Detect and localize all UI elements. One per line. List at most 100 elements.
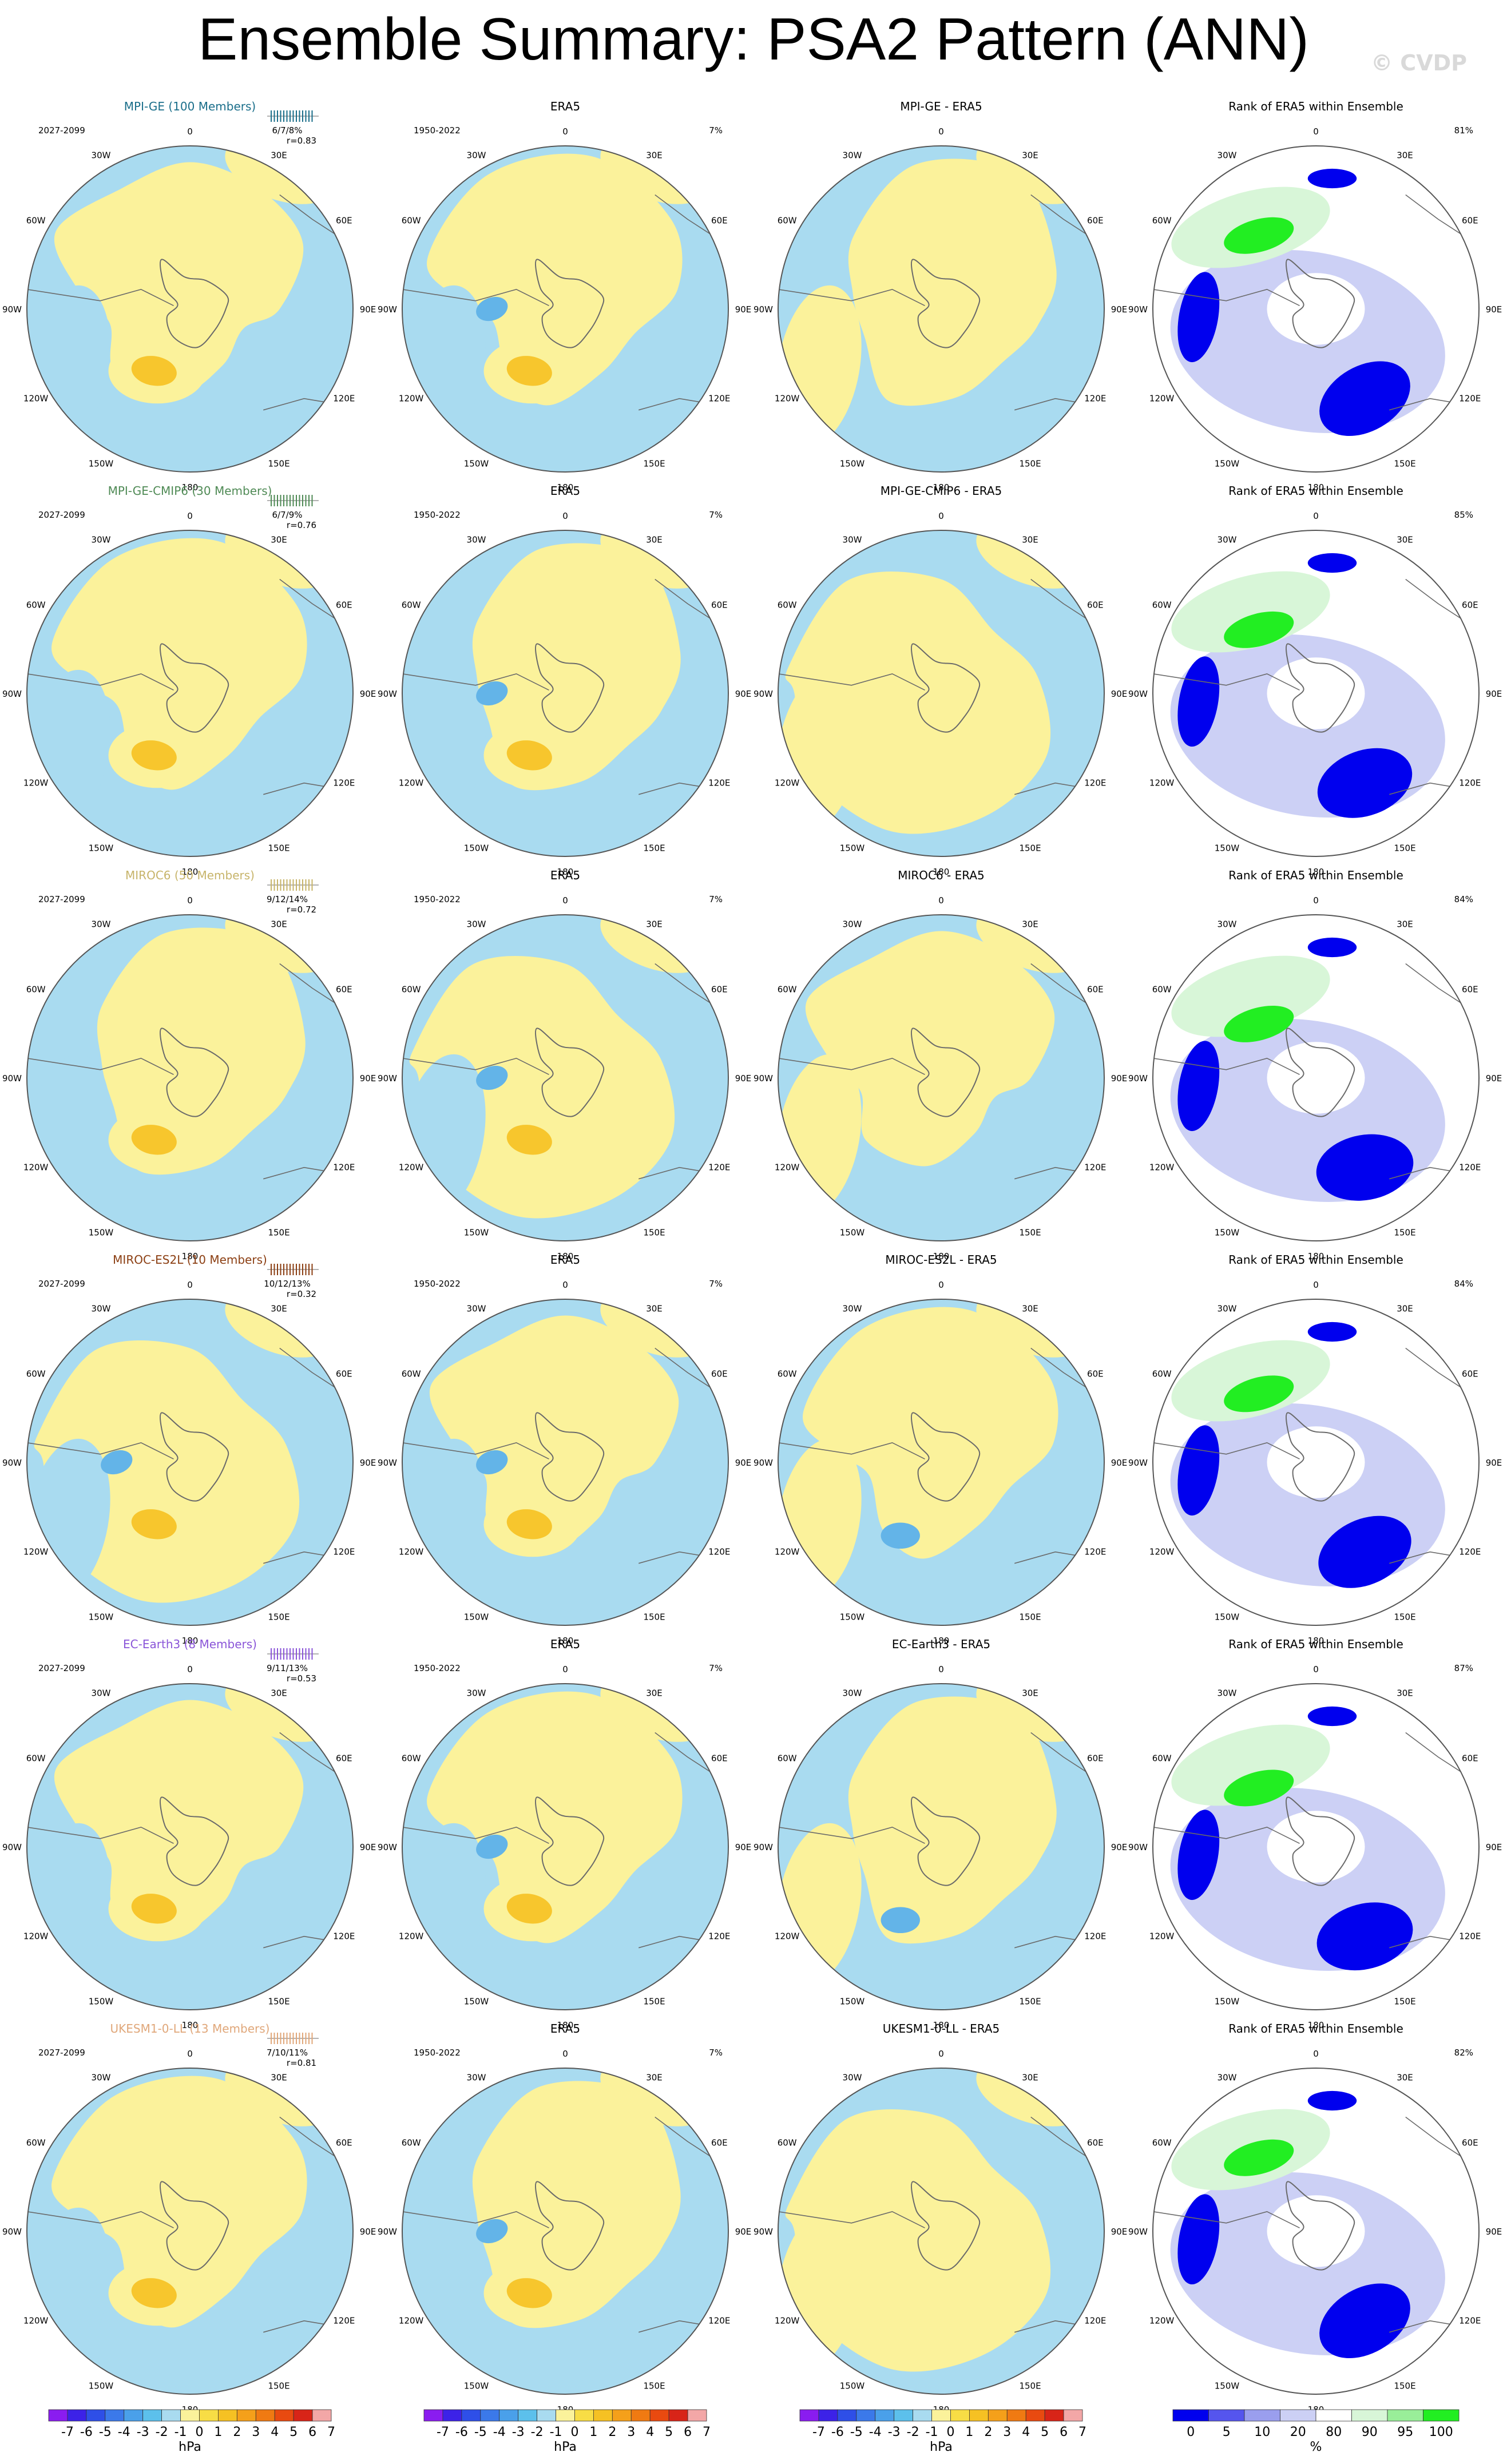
colorbar-cell <box>668 2409 688 2422</box>
lon-label: 150W <box>89 843 114 853</box>
lon-label: 120W <box>23 2316 49 2326</box>
lon-label: 90W <box>2 1073 22 1084</box>
lon-label: 150E <box>1394 1996 1415 2006</box>
lon-label: 60W <box>778 985 797 995</box>
map-panel-r4-c3: 0 30E 60E 90E 120E 150E 180 150W 120W 90W 60W 30W MI… <box>754 1253 1127 1646</box>
colorbar-unit: hPa <box>179 2440 201 2454</box>
lon-label: 150E <box>1394 1227 1415 1237</box>
lon-label: 90W <box>378 689 397 699</box>
map-border <box>778 2068 1105 2395</box>
map-panel-r5-c3: 0 30E 60E 90E 120E 150E 180 150W 120W 90W 60W 30W EC… <box>754 1637 1127 2030</box>
lon-label: 120E <box>1084 2316 1106 2326</box>
map-border <box>1152 530 1480 857</box>
lon-label: 30E <box>646 919 663 930</box>
south-america-coastline <box>1153 1057 1300 1076</box>
period-label: 2027-2099 <box>38 125 85 136</box>
lon-label: 90W <box>754 2227 773 2237</box>
map-border <box>402 530 729 857</box>
lon-label: 30E <box>1397 535 1413 545</box>
rank-center <box>1267 657 1365 729</box>
colorbar-cell <box>856 2409 876 2422</box>
map-field <box>402 915 728 1241</box>
lon-label: 120E <box>333 778 355 788</box>
lon-label: 150W <box>89 1227 114 1237</box>
colorbar-label: -5 <box>99 2425 112 2439</box>
lon-label: 90E <box>735 2227 752 2237</box>
lon-label: 180 <box>557 1636 574 1646</box>
rank-pct-label: 81% <box>1454 125 1473 136</box>
period-label: 2027-2099 <box>38 1663 85 1673</box>
lon-label: 30E <box>1397 1304 1413 1314</box>
map-panel-r2-c1: 0 30E 60E 90E 120E 150E 180 150W 120W 90W 60W 30W MP… <box>2 484 376 877</box>
lon-label: 150W <box>1215 1227 1240 1237</box>
field-positive <box>51 538 307 790</box>
lon-label: 60E <box>336 2138 352 2148</box>
lon-label: 90W <box>1128 1842 1148 1852</box>
map-field <box>778 530 1104 856</box>
antarctica-coastline <box>160 1412 229 1502</box>
lon-label: 30E <box>646 2073 663 2083</box>
lon-label: 150W <box>840 1227 865 1237</box>
colorbar-label: -4 <box>869 2425 882 2439</box>
map-panel-r3-c3: 0 30E 60E 90E 120E 150E 180 150W 120W 90W 60W 30W MI… <box>754 868 1127 1261</box>
rank-pct-label: 84% <box>1454 1279 1473 1289</box>
lon-label: 60E <box>1087 2138 1104 2148</box>
colorbar-cell <box>537 2409 556 2422</box>
colorbar-3: -7 -6 -5 -4 -3 -2 -1 0 1 2 3 4 5 6 7 hPa <box>799 2409 1086 2454</box>
lon-label: 30W <box>467 1304 486 1314</box>
south-america-coastline <box>27 1826 174 1844</box>
lon-label: 180 <box>933 1251 950 1261</box>
rank-center <box>1267 1042 1365 1114</box>
lon-label: 60E <box>711 216 728 226</box>
colorbar-label: -7 <box>437 2425 449 2439</box>
south-america-coastline <box>402 1826 549 1844</box>
map-border <box>1152 1683 1480 2010</box>
lon-label: 150W <box>464 843 489 853</box>
lon-label: 30W <box>1218 1304 1237 1314</box>
colorbar-cell <box>312 2409 332 2422</box>
rank-blue <box>1307 1706 1357 1727</box>
lon-label: 60W <box>402 600 421 610</box>
lon-label: 90W <box>754 1073 773 1084</box>
map-border <box>778 530 1105 857</box>
map-border <box>26 2068 354 2395</box>
lon-label: 0 <box>562 1280 568 1290</box>
lon-label: 0 <box>562 895 568 906</box>
colorbar-cell <box>480 2409 500 2422</box>
lon-label: 150W <box>89 2380 114 2391</box>
map-field <box>1153 915 1479 1241</box>
map-panel-r5-c1: 0 30E 60E 90E 120E 150E 180 150W 120W 90W 60W 30W EC… <box>2 1637 376 2030</box>
field-negative-min <box>881 1907 920 1934</box>
rank-pct-label: 82% <box>1454 2048 1473 2058</box>
colorbar-label: -7 <box>812 2425 825 2439</box>
map-field <box>1153 530 1479 856</box>
south-america-coastline <box>27 673 174 691</box>
lon-label: 120W <box>1149 1547 1175 1557</box>
colorbar-label: 0 <box>570 2425 578 2439</box>
antarctica-coastline <box>1286 1027 1355 1117</box>
model-title: UKESM1-0-LL (13 Members) <box>110 2022 270 2036</box>
rank-blue <box>1307 937 1357 958</box>
lon-label: 120W <box>23 778 49 788</box>
lon-label: 0 <box>1313 126 1319 137</box>
lon-label: 90E <box>1111 304 1128 315</box>
rank-blue <box>1307 1322 1357 1342</box>
lon-label: 120E <box>1084 778 1106 788</box>
era5-pct-label: 7% <box>709 510 723 520</box>
map-border <box>402 1299 729 1626</box>
antarctica-coastline <box>911 259 981 348</box>
colorbar-cell <box>1025 2409 1045 2422</box>
lon-label: 30W <box>92 1688 111 1699</box>
map-border <box>26 1299 354 1626</box>
colorbar-unit: hPa <box>930 2440 953 2454</box>
field-positive-max <box>506 740 552 771</box>
lon-label: 150E <box>643 1612 665 1622</box>
lon-label: 150E <box>268 1227 289 1237</box>
rank-green <box>1224 2139 1294 2176</box>
lon-label: 120E <box>708 778 730 788</box>
lon-label: 60W <box>26 2138 46 2148</box>
panel-title: ERA5 <box>550 1637 580 1651</box>
lon-label: 0 <box>187 1664 193 1675</box>
lon-label: 0 <box>562 2049 568 2059</box>
lon-label: 120W <box>399 1547 424 1557</box>
